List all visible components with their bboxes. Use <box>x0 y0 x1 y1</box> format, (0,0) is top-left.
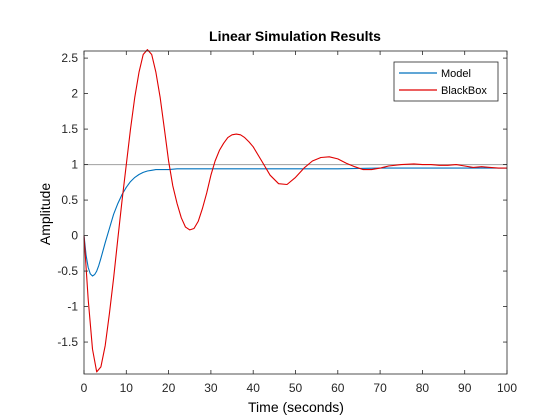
x-tick-label: 20 <box>162 381 176 395</box>
y-tick-label: 1 <box>71 158 78 172</box>
x-tick-label: 80 <box>416 381 430 395</box>
x-axis-label: Time (seconds) <box>248 399 344 415</box>
x-tick-label: 70 <box>373 381 387 395</box>
y-axis-label: Amplitude <box>37 183 53 245</box>
x-tick-label: 60 <box>331 381 345 395</box>
y-tick-label: 2.5 <box>61 51 78 65</box>
y-tick-label: -1 <box>67 300 78 314</box>
y-tick-label: 2 <box>71 87 78 101</box>
ticks-layer: 0 10 20 30 40 50 60 70 80 90 100 -1.5 -1 -0.5 0 0.5 1 1.5… <box>57 51 517 395</box>
x-tick-label: 40 <box>247 381 261 395</box>
x-tick-label: 100 <box>497 381 517 395</box>
x-tick-label: 10 <box>120 381 134 395</box>
legend: Model BlackBox <box>394 62 498 101</box>
x-tick-label: 50 <box>289 381 303 395</box>
y-tick-label: 0.5 <box>61 193 78 207</box>
y-tick-label: 0 <box>71 229 78 243</box>
legend-label-blackbox: BlackBox <box>441 85 487 97</box>
series-line-model <box>84 168 507 276</box>
y-tick-label: -0.5 <box>57 264 78 278</box>
y-tick-label: 1.5 <box>61 122 78 136</box>
x-tick-label: 30 <box>204 381 218 395</box>
x-tick-label: 90 <box>458 381 472 395</box>
y-tick-label: -1.5 <box>57 335 78 349</box>
chart-title: Linear Simulation Results <box>209 28 381 44</box>
legend-label-model: Model <box>441 68 471 80</box>
x-tick-label: 0 <box>81 381 88 395</box>
